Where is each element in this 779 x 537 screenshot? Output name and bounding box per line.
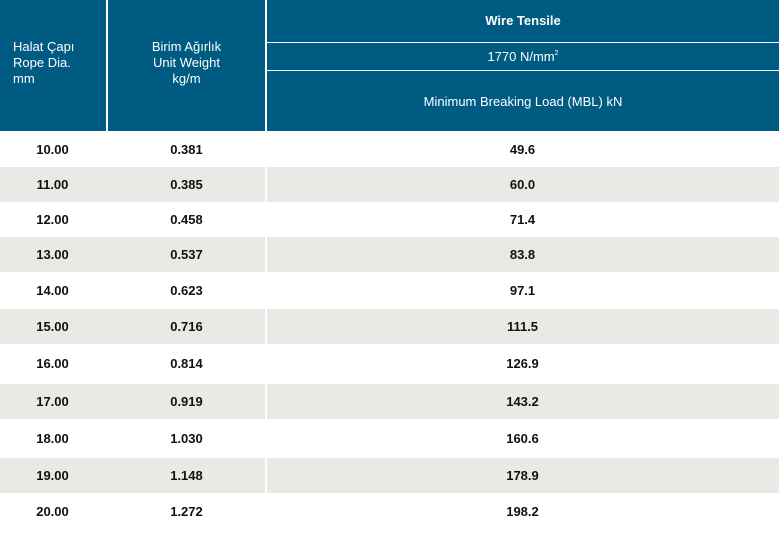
table-row: 10.00 0.381 49.6: [0, 132, 779, 167]
cell-mbl: 49.6: [509, 142, 536, 157]
cell-unit-weight: 0.716: [170, 319, 203, 334]
header-hline-1: [267, 42, 779, 43]
table-row: 15.00 0.716 111.5: [0, 309, 779, 344]
cell-rope-diameter: 13.00: [36, 247, 69, 262]
header-unit-weight-en: Unit Weight: [153, 55, 220, 70]
cell-mbl: 111.5: [506, 319, 539, 334]
cell-mbl: 160.6: [506, 431, 539, 446]
cell-rope-diameter: 18.00: [36, 431, 69, 446]
cell-rope-diameter: 14.00: [36, 283, 69, 298]
row-divider: [265, 309, 267, 344]
cell-mbl: 97.1: [509, 283, 536, 298]
table-row: 12.00 0.458 71.4: [0, 202, 779, 237]
row-divider: [265, 167, 267, 202]
header-rope-diameter-tr: Halat Çapı: [13, 39, 75, 54]
cell-unit-weight: 1.272: [170, 504, 203, 519]
cell-mbl: 60.0: [509, 177, 536, 192]
table-row: 16.00 0.814 126.9: [0, 346, 779, 381]
header-unit-weight: Birim Ağırlık Unit Weight kg/m: [108, 0, 265, 131]
cell-unit-weight: 1.148: [170, 468, 203, 483]
row-divider: [265, 458, 267, 493]
header-hline-2: [267, 70, 779, 71]
table-row: 19.00 1.148 178.9: [0, 458, 779, 493]
header-unit-weight-tr: Birim Ağırlık: [151, 39, 222, 54]
cell-rope-diameter: 10.00: [36, 142, 69, 157]
cell-unit-weight: 0.381: [170, 142, 203, 157]
cell-mbl: 178.9: [506, 468, 539, 483]
cell-unit-weight: 1.030: [170, 431, 203, 446]
cell-unit-weight: 0.623: [170, 283, 203, 298]
header-rope-diameter: Halat Çapı Rope Dia. mm: [0, 0, 106, 131]
header-rope-diameter-unit: mm: [13, 71, 35, 86]
header-unit-weight-unit: kg/m: [172, 71, 201, 86]
cell-unit-weight: 0.919: [170, 394, 203, 409]
table-row: 20.00 1.272 198.2: [0, 494, 779, 529]
cell-unit-weight: 0.537: [170, 247, 203, 262]
header-rope-diameter-en: Rope Dia.: [13, 55, 71, 70]
cell-rope-diameter: 19.00: [36, 468, 69, 483]
cell-rope-diameter: 12.00: [36, 212, 69, 227]
table-row: 18.00 1.030 160.6: [0, 421, 779, 456]
cell-rope-diameter: 16.00: [36, 356, 69, 371]
row-divider: [265, 237, 267, 272]
header-tensile-value: 1770 N/mm2: [267, 44, 779, 70]
cell-unit-weight: 0.814: [170, 356, 203, 371]
table-row: 13.00 0.537 83.8: [0, 237, 779, 272]
cell-rope-diameter: 20.00: [36, 504, 69, 519]
cell-unit-weight: 0.385: [170, 177, 203, 192]
header-divider-1: [106, 0, 108, 131]
table-row: 14.00 0.623 97.1: [0, 273, 779, 308]
cell-rope-diameter: 17.00: [36, 394, 69, 409]
cell-unit-weight: 0.458: [170, 212, 203, 227]
header-tensile-value-text: 1770 N/mm: [487, 49, 555, 64]
table-row: 17.00 0.919 143.2: [0, 384, 779, 419]
cell-mbl: 143.2: [506, 394, 539, 409]
table-row: 11.00 0.385 60.0: [0, 167, 779, 202]
cell-mbl: 83.8: [509, 247, 536, 262]
header-mbl: Minimum Breaking Load (MBL) kN: [423, 94, 623, 109]
cell-rope-diameter: 15.00: [36, 319, 69, 334]
header-wire-tensile: Wire Tensile: [485, 13, 561, 28]
header-tensile-superscript: 2: [554, 50, 559, 57]
header-divider-2: [265, 0, 267, 131]
cell-rope-diameter: 11.00: [36, 177, 69, 192]
table-header: Halat Çapı Rope Dia. mm Birim Ağırlık Un…: [0, 0, 779, 131]
cell-mbl: 126.9: [506, 356, 539, 371]
cell-mbl: 71.4: [509, 212, 536, 227]
cell-mbl: 198.2: [506, 504, 539, 519]
row-divider: [265, 384, 267, 419]
